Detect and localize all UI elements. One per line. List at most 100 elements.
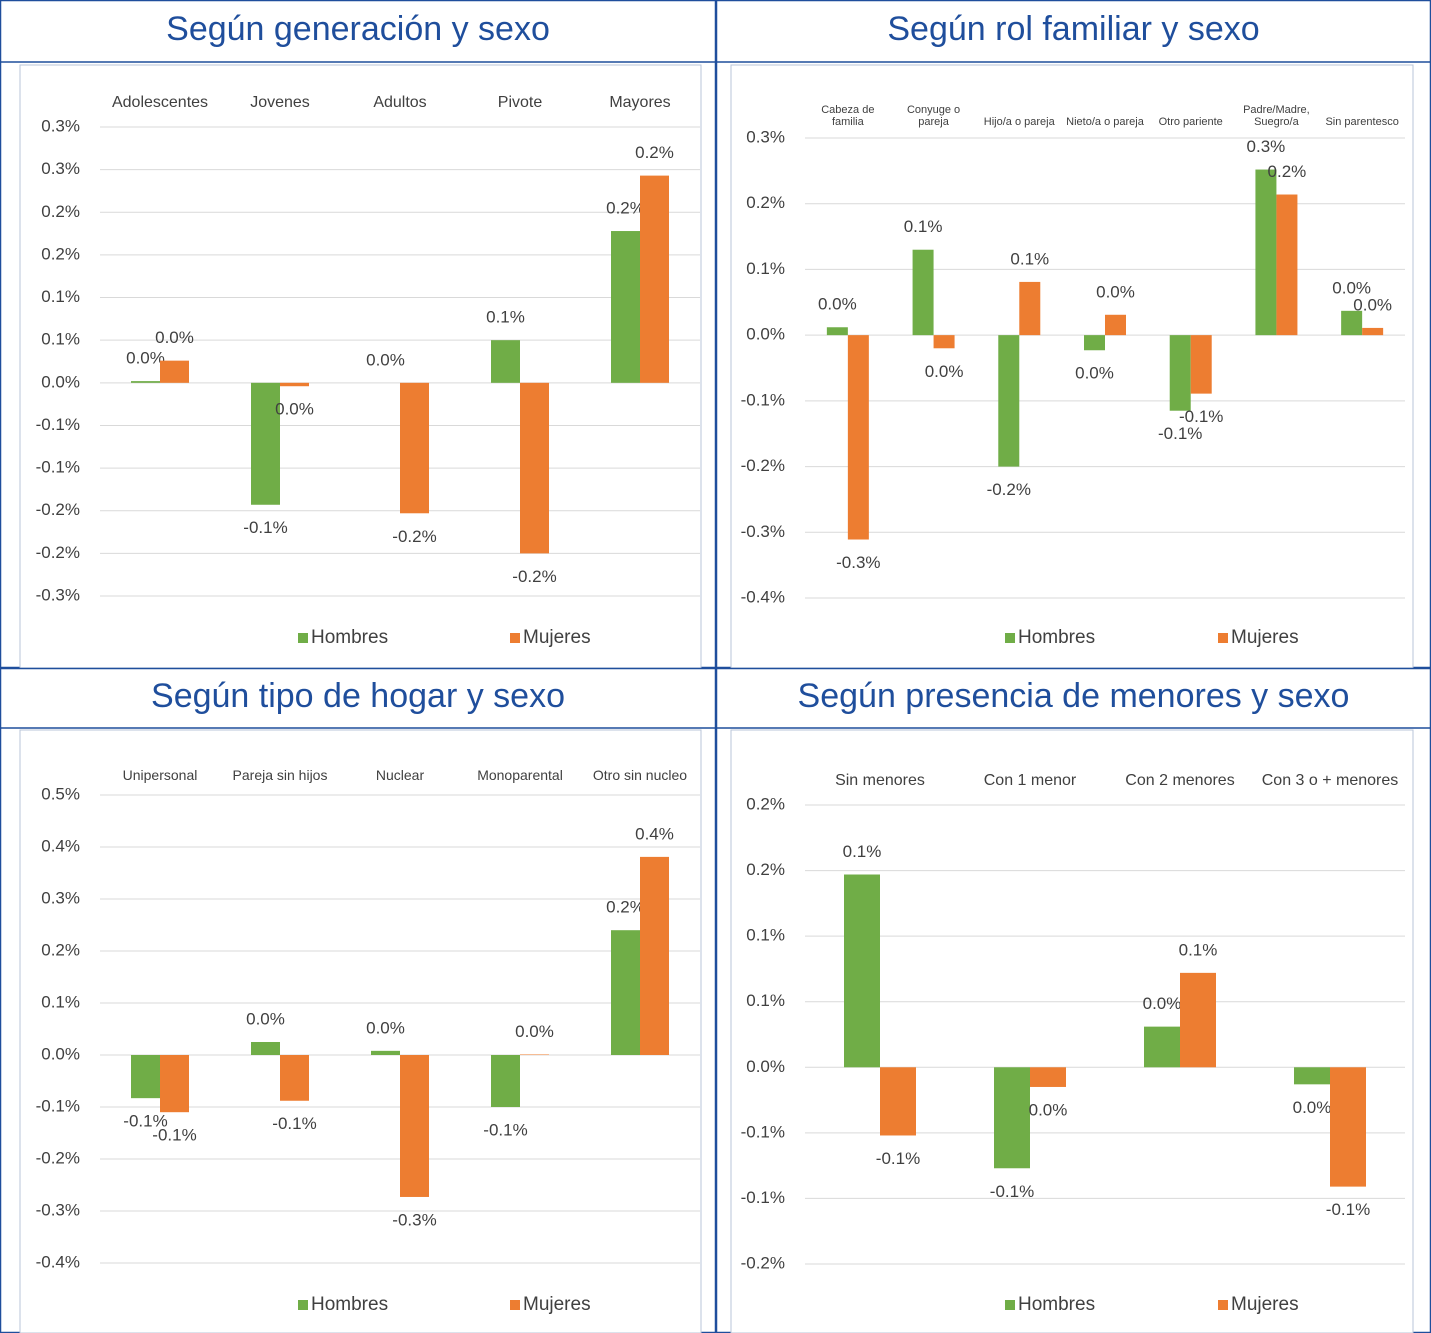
- data-label: 0.1%: [904, 217, 943, 236]
- x-category: Otro pariente: [1159, 116, 1223, 128]
- chart-title: Según presencia de menores y sexo: [798, 677, 1350, 715]
- data-label: 0.0%: [155, 328, 194, 347]
- y-tick-label: -0.3%: [36, 585, 80, 604]
- y-tick-label: -0.4%: [36, 1252, 80, 1271]
- data-label: 0.0%: [925, 362, 964, 381]
- x-category: Jovenes: [250, 94, 310, 111]
- bar: [520, 1054, 549, 1055]
- bar: [251, 1042, 280, 1055]
- y-tick-label: 0.3%: [41, 116, 80, 135]
- chart-area: [730, 729, 1414, 1333]
- data-label: 0.1%: [1179, 940, 1218, 959]
- y-tick-label: -0.2%: [741, 1253, 785, 1272]
- bar: [1294, 1067, 1330, 1085]
- bar: [1105, 314, 1126, 336]
- x-category: Sin parentesco: [1325, 116, 1398, 128]
- bar: [371, 1050, 400, 1055]
- y-tick-label: -0.1%: [741, 1122, 785, 1141]
- y-tick-label: -0.2%: [36, 500, 80, 519]
- legend-label: Mujeres: [523, 1294, 591, 1315]
- x-tick-label: Adolescentes: [111, 94, 209, 112]
- y-tick-label: 0.1%: [41, 330, 80, 349]
- data-label: -0.2%: [392, 527, 436, 546]
- x-category: Monoparental: [477, 767, 563, 782]
- bar: [640, 175, 669, 383]
- chart-title: Según tipo de hogar y sexo: [151, 677, 565, 715]
- bar: [400, 1055, 429, 1197]
- bar: [251, 382, 280, 505]
- y-tick-label: -0.2%: [36, 543, 80, 562]
- data-label: -0.1%: [1158, 424, 1202, 443]
- legend-swatch: [1218, 633, 1228, 643]
- chart-area: [19, 729, 702, 1333]
- x-tick-label: Pivote: [497, 94, 543, 112]
- x-category: Adultos: [373, 94, 427, 112]
- y-tick-label: 0.0%: [41, 372, 80, 391]
- data-label: 0.0%: [1029, 1100, 1068, 1119]
- bar: [826, 327, 848, 336]
- data-label: -0.1%: [876, 1149, 920, 1168]
- data-label: 0.0%: [275, 400, 314, 419]
- bar: [491, 340, 520, 383]
- data-label: 0.0%: [126, 349, 165, 368]
- x-category: Padre/Madre, Suegro/a: [1243, 104, 1310, 128]
- data-label: 0.1%: [843, 842, 882, 861]
- x-category: Otro sin nucleo: [592, 766, 688, 783]
- legend-swatch: [1005, 633, 1015, 643]
- data-label: 0.2%: [635, 143, 674, 162]
- x-tick-label: Adultos: [373, 94, 427, 112]
- bar: [280, 1055, 309, 1101]
- legend-swatch: [298, 1300, 308, 1310]
- bar: [1144, 1026, 1180, 1068]
- y-tick-label: -0.1%: [36, 1096, 80, 1115]
- y-tick-label: -0.2%: [741, 456, 785, 475]
- bar: [131, 1055, 160, 1099]
- x-tick-label: Cabeza de familia: [821, 103, 875, 128]
- y-tick-label: 0.2%: [41, 940, 80, 959]
- data-label: -0.1%: [483, 1120, 527, 1139]
- bar: [1169, 335, 1191, 411]
- x-tick-label: Con 3 o + menores: [1261, 772, 1399, 790]
- bar: [880, 1067, 916, 1136]
- bar: [1180, 972, 1216, 1068]
- x-category: Nuclear: [376, 767, 424, 782]
- bar: [1019, 281, 1041, 336]
- y-tick-label: -0.1%: [36, 458, 80, 477]
- data-label: -0.2%: [512, 567, 556, 586]
- legend-swatch: [510, 633, 520, 643]
- x-tick-label: Conyuge o pareja: [906, 103, 961, 128]
- data-label: 0.0%: [246, 1009, 285, 1028]
- x-tick-label: Pareja sin hijos: [232, 766, 328, 783]
- x-tick-label: Sin menores: [835, 772, 925, 790]
- x-category: Pivote: [497, 94, 543, 112]
- bar: [1330, 1067, 1366, 1187]
- y-tick-label: 0.3%: [41, 159, 80, 178]
- data-label: -0.1%: [1179, 407, 1223, 426]
- bar: [847, 335, 869, 540]
- y-tick-label: 0.0%: [41, 1044, 80, 1063]
- bar: [994, 1067, 1030, 1169]
- y-tick-label: 0.2%: [746, 794, 785, 813]
- data-label: 0.1%: [486, 308, 525, 327]
- bar: [611, 231, 640, 383]
- x-category: Conyuge o pareja: [906, 103, 961, 128]
- legend-label: Mujeres: [1231, 627, 1299, 648]
- x-category: Hijo/a o pareja: [984, 116, 1055, 128]
- bar: [1030, 1067, 1066, 1087]
- y-tick-label: -0.3%: [741, 522, 785, 541]
- data-label: -0.1%: [243, 518, 287, 537]
- y-tick-label: 0.1%: [746, 991, 785, 1010]
- x-category: Con 3 o + menores: [1261, 772, 1399, 790]
- bar: [844, 874, 880, 1068]
- y-tick-label: 0.1%: [746, 259, 785, 278]
- bar: [1255, 169, 1277, 336]
- data-label: 0.0%: [1096, 282, 1135, 301]
- x-category: Sin menores: [835, 772, 925, 790]
- x-tick-label: Otro sin nucleo: [592, 766, 688, 783]
- y-tick-label: 0.1%: [41, 287, 80, 306]
- x-category: Cabeza de familia: [821, 103, 875, 128]
- x-category: Mayores: [609, 94, 670, 111]
- bar: [520, 382, 549, 554]
- data-label: 0.4%: [635, 824, 674, 843]
